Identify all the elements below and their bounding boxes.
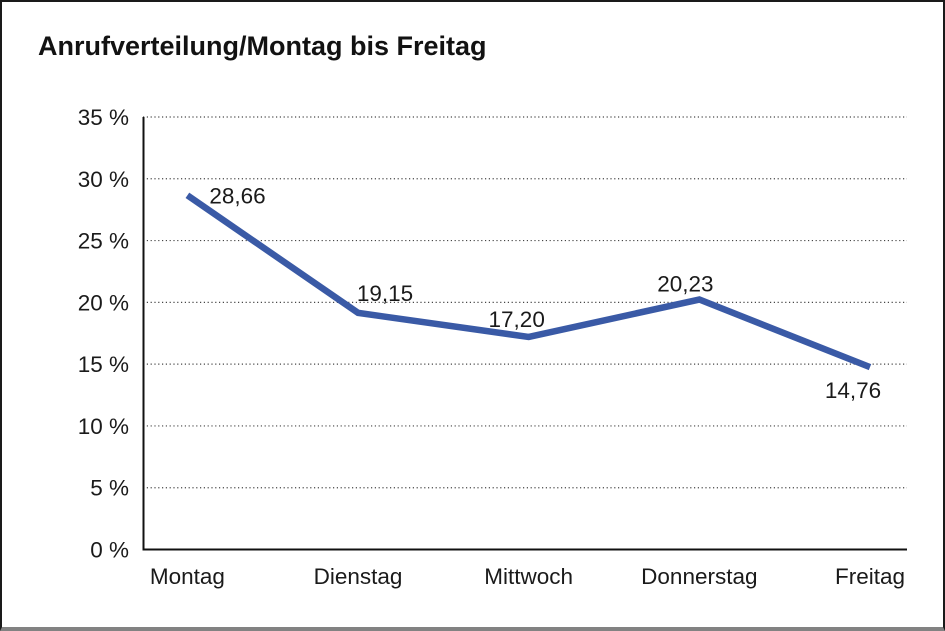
data-label: 19,15: [357, 281, 413, 306]
data-label: 14,76: [825, 378, 881, 403]
x-tick-label: Montag: [150, 564, 225, 589]
y-tick-label: 10 %: [78, 414, 129, 439]
y-tick-label: 0 %: [90, 538, 129, 563]
y-tick-label: 30 %: [78, 167, 129, 192]
x-tick-label: Donnerstag: [641, 564, 757, 589]
data-label: 28,66: [209, 183, 265, 208]
y-tick-label: 35 %: [78, 105, 129, 130]
series-line: [185, 192, 872, 371]
x-tick-label: Mittwoch: [484, 564, 573, 589]
y-tick-label: 20 %: [78, 290, 129, 315]
chart-title: Anrufverteilung/Montag bis Freitag: [38, 31, 487, 61]
y-tick-label: 15 %: [78, 352, 129, 377]
data-label: 17,20: [489, 307, 545, 332]
data-label: 20,23: [657, 272, 713, 297]
x-tick-label: Dienstag: [314, 564, 403, 589]
x-tick-label: Freitag: [835, 564, 905, 589]
y-tick-label: 5 %: [90, 476, 129, 501]
y-tick-label: 25 %: [78, 229, 129, 254]
